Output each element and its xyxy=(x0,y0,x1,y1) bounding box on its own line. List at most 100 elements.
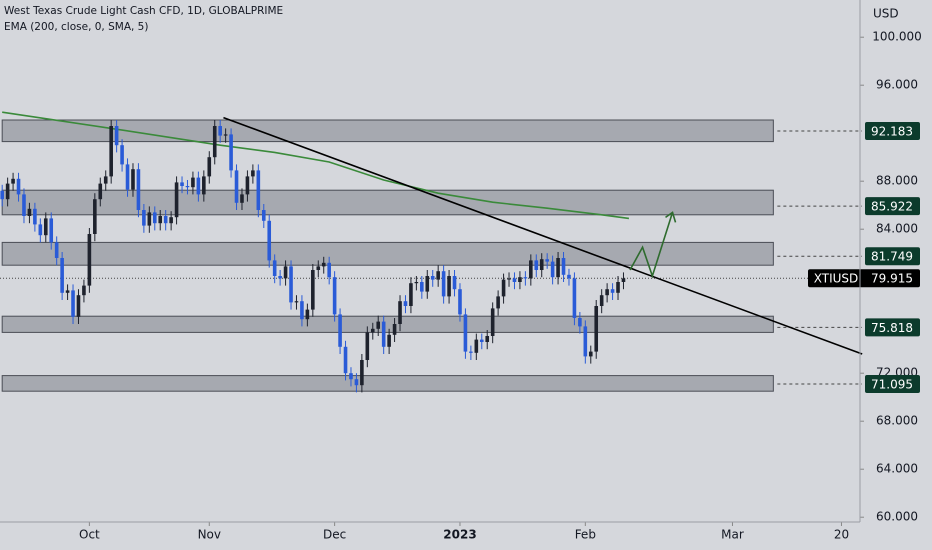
candle-body xyxy=(93,199,97,234)
candle-body xyxy=(38,224,43,236)
candle-body xyxy=(234,170,239,203)
candle-body xyxy=(550,261,555,278)
candle-body xyxy=(71,290,75,317)
y-tick-label: 64.000 xyxy=(876,462,918,476)
candle-body xyxy=(114,126,119,146)
x-tick-label: 2023 xyxy=(443,528,476,542)
candle-body xyxy=(529,260,533,279)
candle-body xyxy=(27,208,32,216)
candle-body xyxy=(420,282,424,292)
level-label: 71.095 xyxy=(871,378,913,392)
candle-body xyxy=(381,321,386,347)
candle-body xyxy=(131,169,135,190)
candle-body xyxy=(414,282,419,284)
candle-body xyxy=(185,186,190,188)
candle-body xyxy=(354,379,359,386)
candle-body xyxy=(616,282,620,293)
candle-body xyxy=(305,309,310,320)
candle-body xyxy=(605,289,609,296)
level-box xyxy=(865,375,920,394)
level-label: 85.922 xyxy=(871,200,913,214)
level-label: 75.818 xyxy=(871,321,913,335)
candle-body xyxy=(327,262,331,278)
candle-body xyxy=(245,176,250,195)
last-price-value: 79.915 xyxy=(871,272,913,286)
candle-body xyxy=(567,274,571,279)
candle-body xyxy=(332,277,337,315)
candle-body xyxy=(376,321,381,329)
candle-body xyxy=(425,276,430,292)
candle-body xyxy=(474,339,479,353)
candle-body xyxy=(610,289,615,293)
currency-label: USD xyxy=(873,7,899,21)
candle-body xyxy=(539,259,544,270)
level-label: 81.749 xyxy=(871,250,913,264)
zone xyxy=(1,375,774,392)
candle-body xyxy=(463,314,468,352)
candle-body xyxy=(507,278,511,280)
candle-body xyxy=(370,328,375,333)
candle-body xyxy=(501,279,506,297)
candle-body xyxy=(452,276,457,290)
candle-body xyxy=(142,210,146,226)
candle-body xyxy=(545,259,549,262)
candle-body xyxy=(534,260,539,270)
candle-body xyxy=(191,177,195,188)
candle-body xyxy=(82,285,86,296)
candle-body xyxy=(109,126,113,177)
candle-body xyxy=(556,258,560,278)
candle-body xyxy=(294,301,299,303)
zone xyxy=(1,119,774,143)
candle-body xyxy=(169,217,173,224)
candle-body xyxy=(518,277,522,282)
candle-body xyxy=(278,276,282,279)
zone xyxy=(1,315,774,333)
candle-body xyxy=(343,346,348,374)
candle-body xyxy=(163,216,168,224)
candle-body xyxy=(621,278,626,282)
candle-body xyxy=(152,212,157,224)
candle-body xyxy=(180,182,184,186)
candle-body xyxy=(360,360,364,386)
candle-body xyxy=(300,301,304,320)
candle-body xyxy=(22,194,26,216)
candle-body xyxy=(458,289,462,315)
candle-body xyxy=(261,210,266,221)
candle-body xyxy=(136,169,141,210)
candle-body xyxy=(338,314,342,347)
candle-body xyxy=(251,170,255,177)
candle-body xyxy=(349,373,353,380)
candle-body xyxy=(479,339,484,342)
candle-body xyxy=(125,164,130,190)
x-tick-label: Oct xyxy=(79,528,100,542)
candle-body xyxy=(120,145,124,165)
candle-body xyxy=(490,308,495,336)
y-tick-label: 100.000 xyxy=(872,30,922,44)
zone xyxy=(1,241,774,266)
candle-body xyxy=(202,176,206,195)
candle-body xyxy=(311,270,315,310)
trendline xyxy=(223,116,863,355)
candle-body xyxy=(218,126,222,136)
candle-body xyxy=(207,157,212,177)
level-box xyxy=(865,197,920,216)
candle-body xyxy=(561,258,566,275)
candle-body xyxy=(409,283,413,306)
x-tick-label: 20 xyxy=(834,528,849,542)
candle-body xyxy=(583,326,588,357)
candle-body xyxy=(54,242,59,258)
candle-body xyxy=(594,306,599,352)
candle-body xyxy=(33,208,37,225)
candle-body xyxy=(229,134,233,171)
candle-body xyxy=(387,334,391,347)
candle-body xyxy=(523,277,528,279)
candle-body xyxy=(436,271,440,280)
candle-body xyxy=(147,212,152,226)
candle-body xyxy=(469,351,473,353)
candle-body xyxy=(272,260,277,276)
candle-body xyxy=(430,276,435,280)
candle-body xyxy=(283,266,288,279)
level-box xyxy=(865,247,920,266)
candle-body xyxy=(321,262,326,267)
candle-body xyxy=(16,178,21,195)
